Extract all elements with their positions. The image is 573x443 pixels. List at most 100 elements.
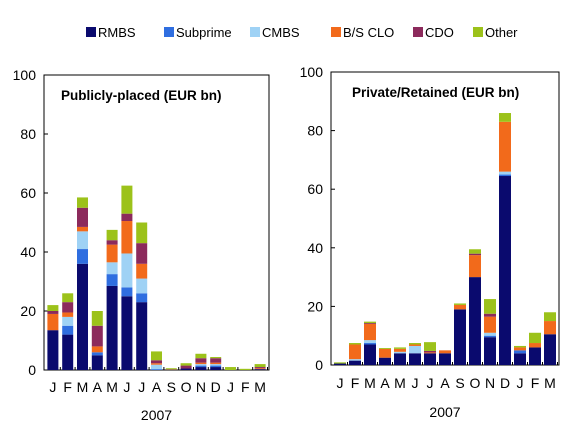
bar-segment-b-s-clo bbox=[195, 362, 207, 365]
bar-segment-rmbs bbox=[136, 302, 148, 370]
y-tick-label: 20 bbox=[20, 303, 36, 319]
x-tick-label: A bbox=[440, 375, 450, 391]
bar-segment-cdo bbox=[77, 207, 88, 227]
bar-segment-cmbs bbox=[484, 332, 496, 336]
bar-segment-b-s-clo bbox=[210, 362, 222, 365]
x-tick-label: F bbox=[63, 379, 72, 395]
bar-segment-other bbox=[254, 364, 266, 368]
bar-stack bbox=[136, 222, 148, 370]
x-tick-label: M bbox=[254, 379, 266, 395]
bar-segment-rmbs bbox=[334, 363, 346, 365]
x-tick-label: D bbox=[211, 379, 221, 395]
x-tick-label: N bbox=[196, 379, 206, 395]
legend-label: CMBS bbox=[262, 25, 300, 40]
chart-title: Publicly-placed (EUR bn) bbox=[61, 88, 222, 103]
bar-segment-rmbs bbox=[484, 337, 496, 365]
x-tick-label: O bbox=[470, 375, 481, 391]
bar-stack bbox=[409, 343, 421, 365]
bar-segment-other bbox=[91, 311, 103, 326]
bar-segment-other bbox=[106, 229, 118, 241]
bar-segment-subprime bbox=[484, 335, 496, 338]
bar-segment-rmbs bbox=[180, 368, 192, 370]
bar-segment-other bbox=[469, 249, 481, 254]
bar-segment-b-s-clo bbox=[484, 316, 496, 333]
bar-stack bbox=[364, 321, 376, 365]
legend-item-other: Other bbox=[473, 25, 518, 40]
legend-item-subprime: Subprime bbox=[164, 25, 232, 40]
bar-stack bbox=[165, 368, 177, 371]
bar-segment-rmbs bbox=[379, 357, 391, 365]
bar-segment-cdo bbox=[484, 313, 496, 317]
bar-segment-rmbs bbox=[469, 277, 481, 365]
bar-segment-cmbs bbox=[136, 278, 148, 294]
y-tick-label: 100 bbox=[300, 64, 324, 80]
bar-segment-rmbs bbox=[514, 353, 526, 365]
bar-segment-cdo bbox=[136, 243, 148, 264]
x-tick-label: J bbox=[49, 379, 56, 395]
bar-segment-rmbs bbox=[424, 353, 436, 365]
bar-segment-cdo bbox=[180, 365, 192, 369]
bar-segment-rmbs bbox=[499, 176, 511, 365]
bar-segment-cmbs bbox=[195, 364, 207, 366]
bar-segment-other bbox=[334, 362, 346, 364]
x-tick-label: F bbox=[241, 379, 250, 395]
bar-segment-cdo bbox=[210, 358, 222, 363]
bar-segment-b-s-clo bbox=[106, 244, 118, 263]
legend-swatch-cmbs bbox=[250, 27, 260, 37]
bar-segment-cdo bbox=[469, 253, 481, 256]
x-tick-label: D bbox=[500, 375, 510, 391]
bar-segment-b-s-clo bbox=[454, 304, 466, 310]
bar-segment-rmbs bbox=[62, 334, 74, 370]
bar-stack bbox=[484, 299, 496, 365]
bar-segment-cmbs bbox=[394, 351, 406, 354]
legend-item-rmbs: RMBS bbox=[86, 25, 136, 40]
bar-segment-subprime bbox=[121, 287, 133, 297]
bar-segment-other bbox=[394, 347, 406, 349]
bar-segment-cmbs bbox=[62, 316, 74, 326]
legend-item-cmbs: CMBS bbox=[250, 25, 300, 40]
y-tick-label: 60 bbox=[20, 185, 36, 201]
legend-label: Other bbox=[485, 25, 518, 40]
bar-segment-rmbs bbox=[409, 353, 421, 365]
bar-stack bbox=[62, 293, 74, 370]
bar-segment-cdo bbox=[47, 311, 59, 314]
bar-segment-subprime bbox=[210, 365, 222, 368]
bar-stack bbox=[254, 364, 266, 370]
bar-stack bbox=[77, 197, 88, 370]
y-tick-label: 100 bbox=[13, 67, 37, 83]
bar-segment-rmbs bbox=[47, 330, 59, 370]
bar-segment-cdo bbox=[62, 302, 74, 313]
legend-swatch-b-s-clo bbox=[331, 27, 341, 37]
bar-segment-rmbs bbox=[439, 353, 451, 365]
bar-segment-cdo bbox=[91, 325, 103, 347]
bar-segment-b-s-clo bbox=[151, 363, 162, 365]
bar-segment-other bbox=[77, 197, 88, 208]
bar-segment-other bbox=[424, 342, 436, 351]
bar-segment-other bbox=[136, 222, 148, 244]
x-tick-label: S bbox=[167, 379, 176, 395]
bar-stack bbox=[210, 357, 222, 370]
bar-segment-b-s-clo bbox=[254, 368, 266, 370]
bar-segment-other bbox=[484, 299, 496, 314]
bar-stack bbox=[379, 348, 391, 365]
bar-stack bbox=[424, 342, 436, 365]
bar-segment-rmbs bbox=[210, 367, 222, 370]
bar-segment-subprime bbox=[364, 343, 376, 345]
bar-segment-other bbox=[499, 113, 511, 122]
bar-segment-b-s-clo bbox=[77, 226, 88, 232]
bar-segment-other bbox=[195, 353, 207, 359]
bar-segment-subprime bbox=[151, 369, 162, 370]
bar-segment-b-s-clo bbox=[62, 312, 74, 317]
bar-segment-cdo bbox=[121, 213, 133, 222]
bar-segment-rmbs bbox=[77, 263, 88, 370]
bar-segment-other bbox=[180, 363, 192, 366]
bar-segment-rmbs bbox=[91, 355, 103, 370]
bar-segment-cmbs bbox=[77, 231, 88, 250]
bar-segment-cdo bbox=[151, 360, 162, 364]
x-tick-label: J bbox=[337, 375, 344, 391]
x-tick-label: J bbox=[427, 375, 434, 391]
bar-segment-b-s-clo bbox=[544, 321, 556, 335]
bar-segment-other bbox=[364, 321, 376, 324]
